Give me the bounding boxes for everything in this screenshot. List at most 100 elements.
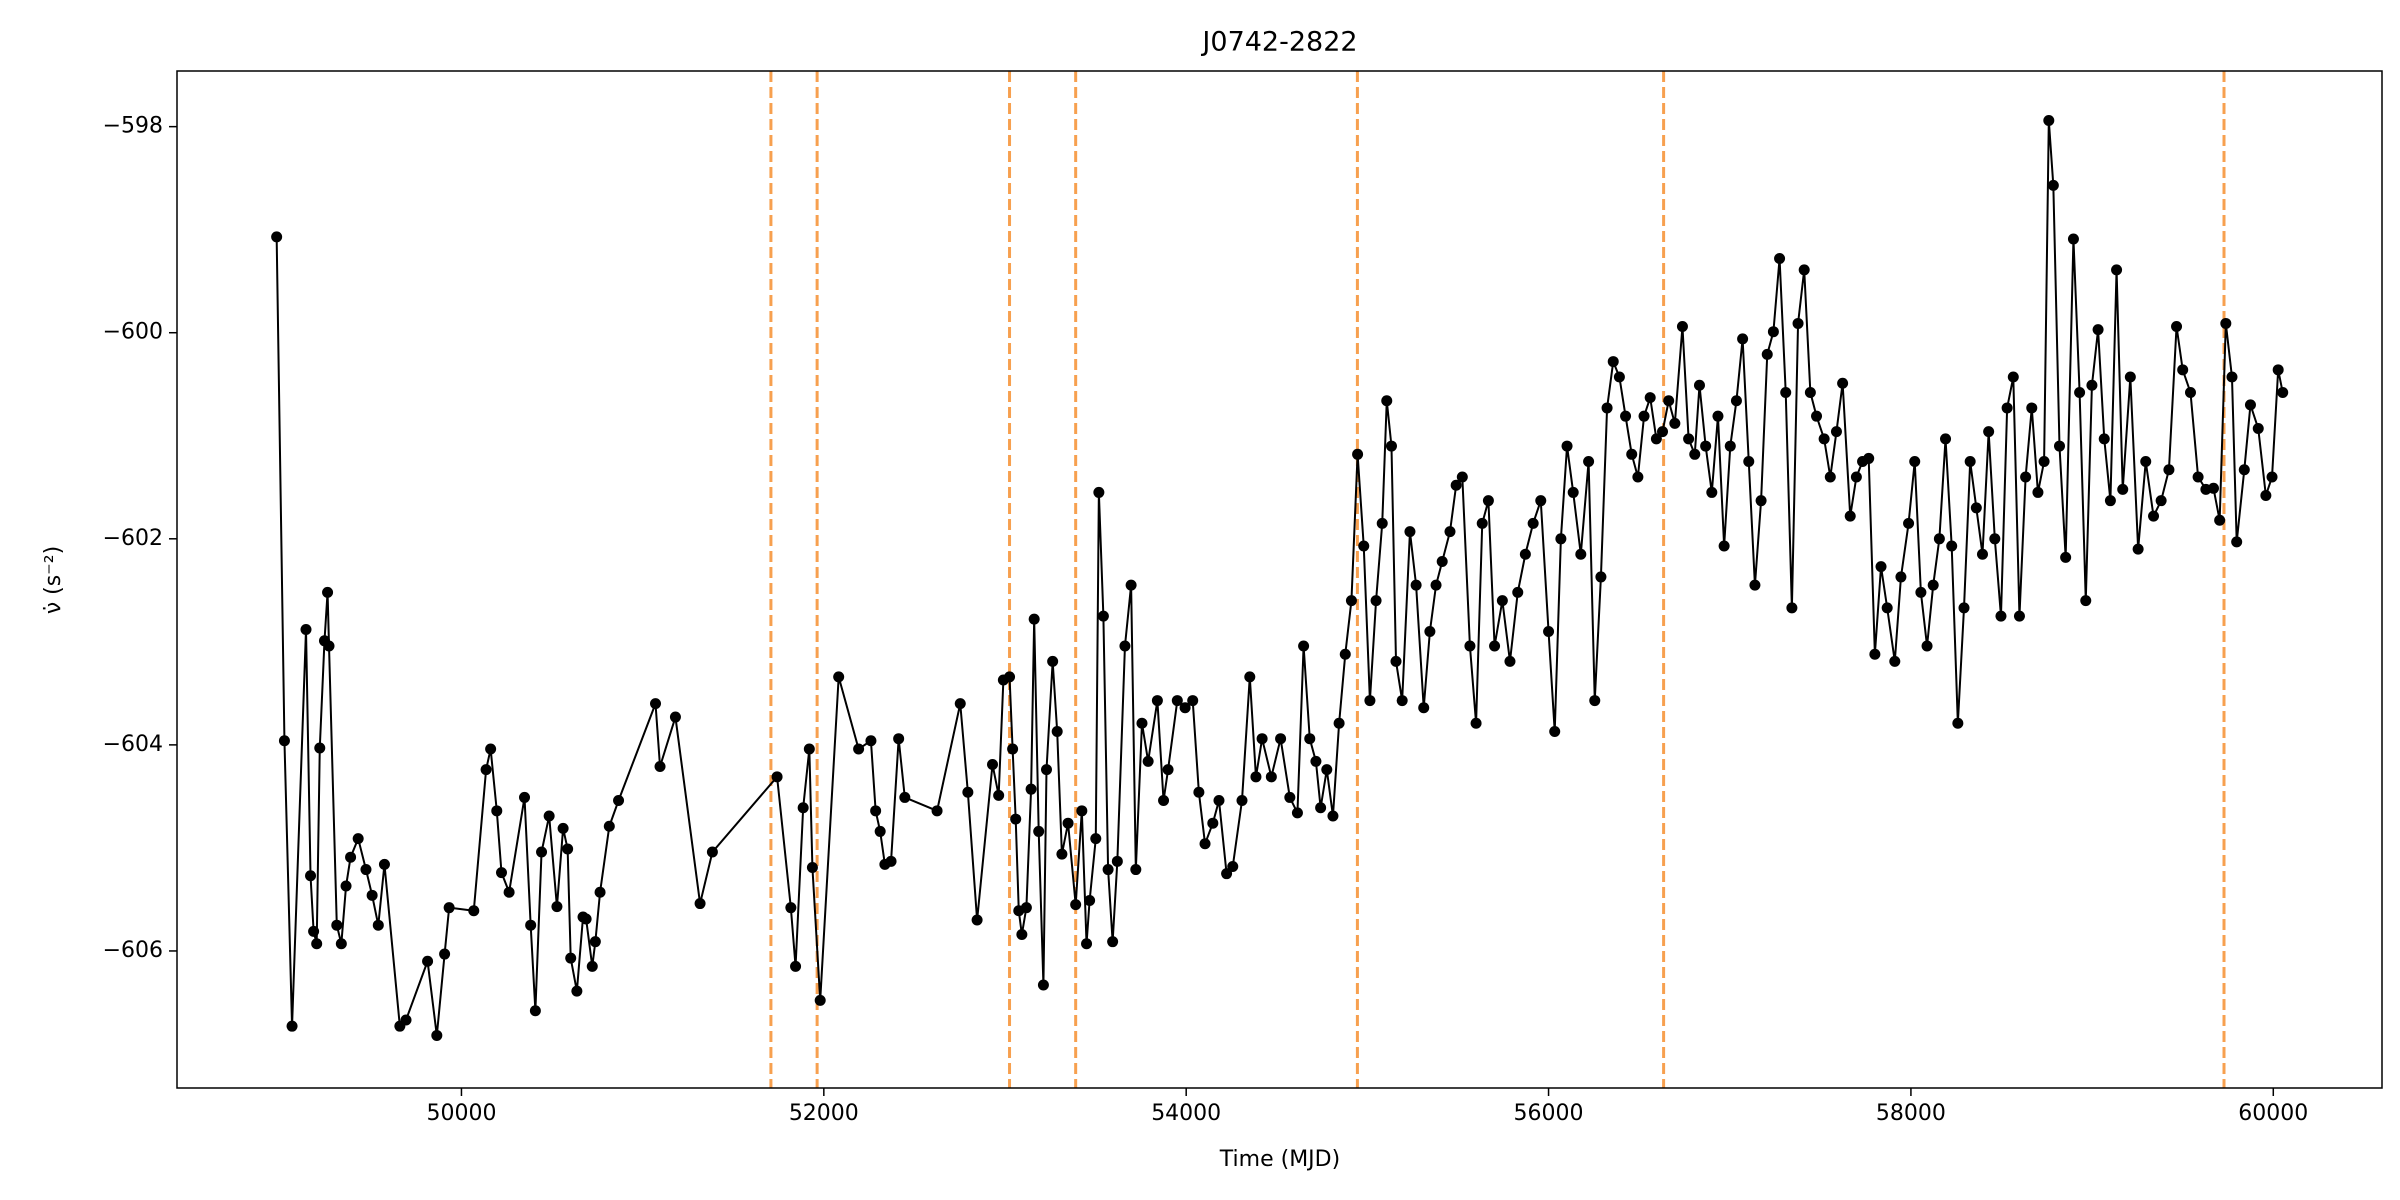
data-point [1265,771,1277,783]
data-point [372,919,384,931]
data-point [2252,423,2264,435]
data-point [495,867,507,879]
data-point [331,919,343,931]
data-point [1933,533,1945,545]
y-tick-label: −606 [103,938,163,963]
data-point [2104,495,2116,507]
data-point [1404,526,1416,538]
data-point [2266,471,2278,483]
data-point [1718,540,1730,552]
data-point [586,960,598,972]
data-point [439,948,451,960]
data-point [954,698,966,710]
data-point [613,795,625,807]
data-point [1081,938,1093,950]
data-point [2163,464,2175,476]
data-point [1028,613,1040,625]
x-tick-label: 52000 [789,1101,859,1126]
data-point [1171,695,1183,707]
data-point [1575,548,1587,560]
data-point [2124,371,2136,383]
data-point [366,889,378,901]
data-point [1358,540,1370,552]
data-point [311,938,323,950]
data-point [1792,317,1804,329]
data-point [1227,860,1239,872]
data-point [562,843,574,855]
data-point [1016,928,1028,940]
data-point [2111,264,2123,276]
data-point [1450,479,1462,491]
data-point [1007,743,1019,755]
data-point [1798,264,1810,276]
data-point [1385,440,1397,452]
data-point [480,764,492,776]
data-point [669,711,681,723]
x-axis-label: Time (MJD) [1219,1147,1340,1172]
data-point [893,733,905,745]
data-point [1983,426,1995,438]
data-point [1669,417,1681,429]
data-point [1464,640,1476,652]
data-point [323,640,335,652]
data-point [1724,440,1736,452]
data-point [1444,526,1456,538]
chart-title: J0742-2822 [1200,27,1357,58]
data-point [1638,410,1650,422]
data-point [278,735,290,747]
data-point [536,846,548,858]
data-point [1424,626,1436,638]
data-point [1519,548,1531,560]
data-point [1767,326,1779,338]
data-point [1881,602,1893,614]
data-point [2032,486,2044,498]
data-point [1213,795,1225,807]
data-point [1543,626,1555,638]
data-point [1774,253,1786,265]
data-point [785,902,797,914]
data-point [2043,114,2055,126]
data-point [1869,648,1881,660]
data-point [1706,486,1718,498]
data-point [1376,517,1388,529]
data-point [987,758,999,770]
data-point [1056,848,1068,860]
data-point [1470,717,1482,729]
data-point [2092,324,2104,336]
data-point [1561,440,1573,452]
data-point [468,905,480,917]
x-tick-label: 56000 [1514,1101,1584,1126]
y-tick-label: −598 [103,114,163,139]
data-point [485,743,497,755]
y-axis-label: ν̇ (s⁻²) [41,546,66,614]
data-point [322,586,334,598]
data-point [1033,825,1045,837]
data-point [1989,533,2001,545]
data-point [1712,410,1724,422]
data-point [2140,456,2152,468]
data-point [1327,810,1339,822]
data-point [503,886,515,898]
data-point [1339,648,1351,660]
data-point [1755,495,1767,507]
data-point [378,858,390,870]
data-point [874,825,886,837]
data-point [443,902,455,914]
data-point [1850,471,1862,483]
data-point [2207,482,2219,494]
data-point [694,898,706,910]
data-point [1737,333,1749,345]
data-point [345,851,357,863]
data-point [1504,655,1516,667]
data-point [1626,448,1638,460]
data-point [1676,321,1688,333]
y-tick-label: −604 [103,732,163,757]
data-point [2220,317,2232,329]
data-point [1589,695,1601,707]
data-point [1743,456,1755,468]
data-point [2047,179,2059,191]
data-point [1102,864,1114,876]
data-point [1084,894,1096,906]
data-point [1958,602,1970,614]
data-point [1644,392,1656,404]
